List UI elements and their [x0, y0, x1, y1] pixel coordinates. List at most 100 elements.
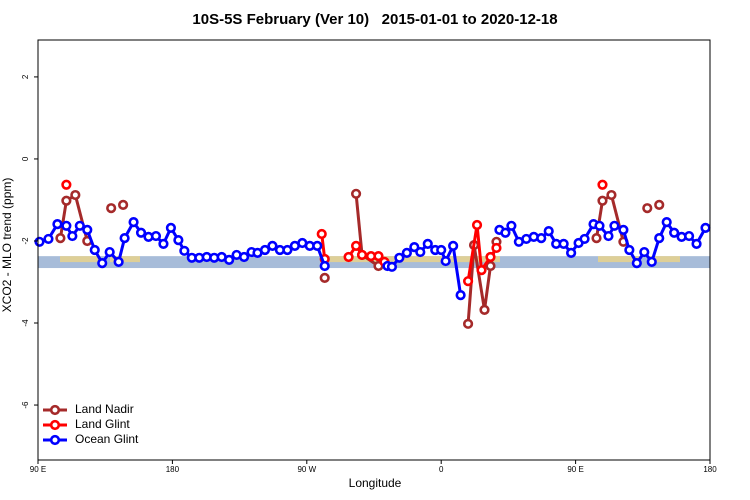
data-point	[639, 246, 650, 258]
data-point	[654, 199, 665, 210]
legend-label: Land Nadir	[75, 402, 134, 416]
data-point	[173, 235, 184, 246]
data-point	[485, 260, 496, 272]
data-point	[350, 240, 362, 251]
data-point	[631, 258, 642, 269]
data-point	[316, 228, 327, 240]
data-point	[558, 238, 569, 249]
y-tick-label: 2	[21, 74, 30, 79]
x-tick-label: 180	[166, 465, 180, 474]
y-axis-label: XCO2 - MLO trend (ppm)	[0, 178, 14, 313]
data-point	[119, 233, 130, 244]
data-point	[597, 179, 608, 190]
y-tick-label: -4	[21, 319, 30, 327]
data-point	[609, 220, 620, 231]
data-point	[104, 246, 115, 258]
data-point	[566, 247, 577, 258]
data-point	[267, 240, 278, 251]
data-point	[150, 230, 162, 242]
data-point	[394, 252, 405, 263]
data-point	[61, 220, 72, 231]
data-point	[70, 189, 81, 201]
data-point	[238, 251, 250, 263]
data-point	[700, 222, 711, 233]
data-point	[440, 255, 451, 267]
data-point	[282, 244, 293, 256]
x-tick-label: 0	[439, 465, 444, 474]
x-tick-label: 90 W	[297, 465, 316, 474]
data-point	[356, 249, 368, 261]
data-point	[67, 230, 78, 242]
data-point	[350, 188, 362, 199]
legend-marker	[49, 419, 61, 431]
data-point	[224, 254, 235, 265]
data-point	[500, 227, 511, 238]
data-point	[448, 240, 459, 251]
data-point	[97, 258, 108, 269]
legend-marker	[49, 434, 61, 446]
data-point	[669, 227, 680, 238]
series-line	[58, 192, 89, 242]
data-point	[386, 261, 398, 272]
data-point	[462, 318, 474, 329]
y-tick-label: -6	[21, 401, 30, 409]
data-point	[319, 260, 330, 272]
x-axis-label: Longitude	[349, 476, 402, 490]
data-point	[485, 251, 496, 263]
data-point	[106, 203, 117, 214]
data-point	[624, 244, 635, 256]
data-point	[543, 226, 554, 237]
data-point	[312, 240, 323, 251]
data-point	[594, 220, 605, 231]
data-point	[179, 245, 190, 256]
data-point	[642, 203, 653, 214]
data-point	[415, 246, 426, 258]
data-point	[61, 179, 72, 190]
x-tick-label: 180	[703, 465, 717, 474]
data-point	[118, 199, 129, 210]
data-point	[74, 220, 85, 231]
data-point	[683, 230, 695, 242]
data-point	[373, 251, 384, 262]
data-point	[597, 195, 608, 206]
data-point	[55, 233, 66, 244]
data-point	[401, 247, 412, 258]
data-point	[536, 233, 547, 244]
data-point	[603, 230, 614, 242]
land-patch	[648, 256, 680, 263]
data-point	[89, 244, 100, 256]
data-point	[343, 251, 354, 263]
data-point	[113, 256, 124, 267]
data-point	[128, 217, 139, 228]
data-point	[34, 236, 45, 247]
data-point	[691, 238, 702, 249]
x-tick-label: 90 E	[30, 465, 46, 474]
legend-label: Land Glint	[75, 417, 130, 431]
data-point	[471, 219, 483, 231]
data-point	[259, 244, 271, 256]
data-point	[506, 220, 517, 231]
series-line	[595, 192, 625, 243]
data-point	[422, 238, 433, 249]
chart-title: 10S-5S February (Ver 10) 2015-01-01 to 2…	[192, 11, 557, 28]
data-point	[646, 256, 657, 267]
data-point	[479, 304, 490, 315]
data-point	[579, 233, 590, 245]
land-patch	[60, 256, 100, 263]
data-point	[436, 244, 447, 256]
data-point	[606, 189, 617, 201]
data-point	[165, 222, 177, 233]
plot	[34, 179, 711, 329]
data-point	[491, 242, 502, 254]
data-point	[61, 195, 72, 206]
plot-frame	[37, 39, 711, 461]
data-point	[476, 264, 487, 276]
data-point	[591, 233, 602, 244]
data-point	[158, 238, 169, 249]
legend-marker	[49, 404, 61, 416]
x-tick-label: 90 E	[567, 465, 583, 474]
data-point	[661, 217, 672, 228]
land-patch	[330, 256, 500, 263]
